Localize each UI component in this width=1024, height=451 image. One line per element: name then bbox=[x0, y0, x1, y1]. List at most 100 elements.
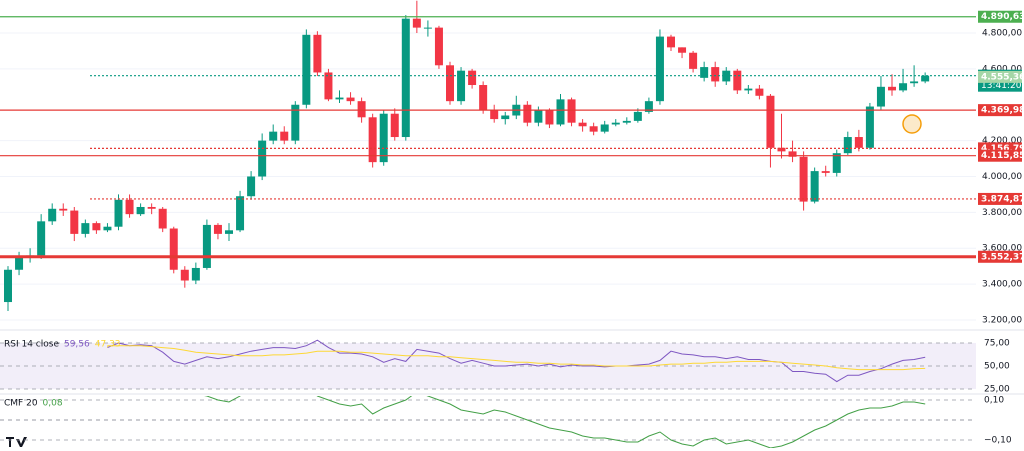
candle-body bbox=[37, 221, 46, 256]
candle-body bbox=[777, 147, 786, 152]
candle-body bbox=[689, 52, 698, 69]
candle-body bbox=[357, 101, 366, 118]
candle-body bbox=[799, 156, 808, 202]
candle-body bbox=[832, 153, 841, 173]
y-tick-label: −0,10 bbox=[984, 436, 1012, 446]
level-label: 3.552,37 bbox=[981, 252, 1024, 262]
level-label: 4.555,36 bbox=[981, 72, 1024, 82]
candle-body bbox=[854, 137, 863, 148]
candle-body bbox=[81, 223, 90, 234]
candle-body bbox=[423, 27, 432, 29]
y-tick-label: 3.400,00 bbox=[982, 280, 1022, 290]
y-tick-label: 3.600,00 bbox=[982, 244, 1022, 254]
candle-body bbox=[191, 267, 200, 281]
candle-body bbox=[788, 151, 797, 157]
indicator-value: 47,33 bbox=[95, 340, 121, 350]
y-tick-label: 3.800,00 bbox=[982, 208, 1022, 218]
y-tick-label: 4.000,00 bbox=[982, 172, 1022, 182]
candle-body bbox=[744, 88, 753, 91]
candle-body bbox=[324, 72, 333, 100]
level-label: 4.115,85 bbox=[981, 151, 1024, 161]
candle-body bbox=[169, 228, 178, 270]
candle-body bbox=[910, 81, 919, 84]
candle-body bbox=[202, 224, 211, 268]
candle-body bbox=[678, 47, 687, 53]
candle-body bbox=[313, 34, 322, 73]
indicator-line bbox=[204, 396, 926, 448]
candle-body bbox=[633, 111, 642, 121]
candle-body bbox=[4, 269, 12, 303]
candle-body bbox=[70, 210, 79, 234]
y-tick-label: 4.200,00 bbox=[982, 136, 1022, 146]
candle-body bbox=[302, 34, 311, 105]
candle-body bbox=[876, 86, 885, 107]
candle-body bbox=[15, 257, 24, 270]
candle-body bbox=[611, 122, 620, 125]
candle-body bbox=[921, 75, 930, 82]
level-label-bg bbox=[978, 192, 1022, 205]
candle-body bbox=[346, 97, 355, 102]
candle-body bbox=[92, 223, 101, 231]
rsi-pane bbox=[0, 339, 976, 390]
candle-body bbox=[136, 206, 145, 215]
candle-body bbox=[335, 97, 344, 100]
candle-body bbox=[567, 99, 576, 123]
candle-body bbox=[390, 113, 399, 138]
pane-title: RSI 14 close bbox=[4, 340, 59, 350]
level-label-bg bbox=[978, 70, 1022, 83]
candle-body bbox=[755, 88, 764, 96]
candle-body bbox=[821, 171, 830, 173]
indicator-line bbox=[107, 339, 926, 383]
candle-body bbox=[501, 115, 510, 120]
level-label: 3.874,87 bbox=[981, 194, 1024, 204]
candle-body bbox=[644, 101, 653, 112]
candle-body bbox=[556, 99, 565, 125]
candle-body bbox=[147, 206, 156, 209]
y-tick-label: 0,10 bbox=[984, 396, 1004, 406]
candle-body bbox=[48, 208, 57, 222]
candle-body bbox=[236, 196, 245, 231]
price-axis: 4.800,00 4.600,00 4.200,00 4.000,00 3.800,00… bbox=[978, 10, 1024, 446]
level-label-bg bbox=[978, 10, 1022, 23]
y-tick-label: 25,00 bbox=[984, 384, 1010, 394]
indicator-value: 0,08 bbox=[43, 399, 63, 409]
candle-body bbox=[280, 131, 289, 141]
candle-body bbox=[589, 126, 598, 132]
indicator-value: 59,56 bbox=[64, 340, 90, 350]
candle-body bbox=[59, 208, 68, 211]
candle-body bbox=[103, 226, 112, 231]
candle-body bbox=[125, 199, 134, 215]
candle-body bbox=[114, 199, 123, 227]
candle-body bbox=[180, 269, 189, 281]
candle-body bbox=[899, 83, 908, 91]
candle-body bbox=[711, 67, 720, 82]
candle-body bbox=[291, 104, 300, 141]
pane-title: CMF 20 bbox=[4, 399, 38, 409]
candle-body bbox=[534, 110, 543, 123]
candle-body bbox=[158, 208, 167, 229]
y-tick-label: 50,00 bbox=[984, 361, 1010, 371]
candle-body bbox=[766, 95, 775, 148]
candle-body bbox=[446, 65, 454, 102]
candle-body bbox=[843, 137, 852, 154]
candle-body bbox=[700, 67, 709, 78]
candle-body bbox=[258, 140, 267, 177]
y-tick-label: 4.800,00 bbox=[982, 29, 1022, 39]
candle-body bbox=[545, 110, 554, 125]
level-label-bg bbox=[978, 104, 1022, 117]
candle-body bbox=[225, 230, 233, 234]
candle-body bbox=[412, 18, 421, 28]
candle-body bbox=[457, 70, 466, 102]
candle-body bbox=[368, 117, 377, 163]
candle-body bbox=[379, 113, 388, 163]
candle-body bbox=[247, 176, 256, 197]
candle-body bbox=[434, 27, 443, 66]
y-tick-label: 75,00 bbox=[984, 338, 1010, 348]
candle-body bbox=[578, 122, 587, 127]
candle-body bbox=[600, 124, 609, 132]
level-label-bg bbox=[978, 149, 1022, 162]
candle-body bbox=[479, 85, 488, 111]
candle-body bbox=[733, 70, 742, 91]
level-label: 4.890,63 bbox=[981, 12, 1024, 22]
candle-body bbox=[810, 171, 819, 202]
